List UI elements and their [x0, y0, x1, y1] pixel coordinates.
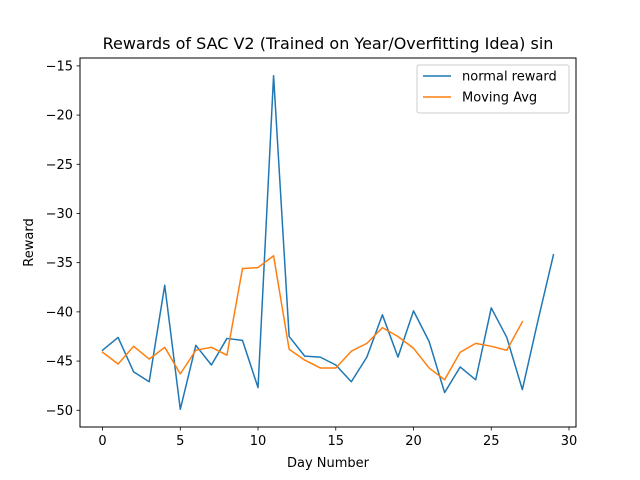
x-tick-label: 10 — [250, 434, 267, 449]
y-tick-label: −25 — [46, 158, 73, 173]
x-tick-label: 25 — [483, 434, 500, 449]
legend-label: normal reward — [462, 70, 557, 85]
series-group — [101, 74, 555, 411]
y-tick-label: −15 — [46, 59, 73, 74]
y-tick-label: −20 — [46, 109, 73, 124]
x-tick-label: 15 — [328, 434, 345, 449]
y-tick-label: −35 — [46, 256, 73, 271]
x-tick-label: 0 — [98, 434, 106, 449]
x-axis-label: Day Number — [287, 456, 370, 471]
x-tick-label: 30 — [561, 434, 578, 449]
y-axis: −50 −45 −40 −35 −30 −25 −20 −15 — [46, 59, 80, 419]
series-line-1 — [101, 255, 524, 381]
legend: normal reward Moving Avg — [416, 64, 570, 114]
y-tick-label: −30 — [46, 207, 73, 222]
y-tick-label: −40 — [46, 305, 73, 320]
y-axis-label: Reward — [22, 218, 37, 266]
x-tick-label: 20 — [405, 434, 422, 449]
legend-box — [416, 64, 570, 114]
legend-label: Moving Avg — [462, 91, 537, 106]
chart-title: Rewards of SAC V2 (Trained on Year/Overf… — [103, 34, 554, 53]
series-line-0 — [101, 74, 555, 411]
plot-area-frame — [79, 57, 577, 428]
y-tick-label: −45 — [46, 355, 73, 370]
x-tick-label: 5 — [176, 434, 184, 449]
x-axis: 0 5 10 15 20 25 30 — [98, 427, 577, 449]
y-tick-label: −50 — [46, 404, 73, 419]
